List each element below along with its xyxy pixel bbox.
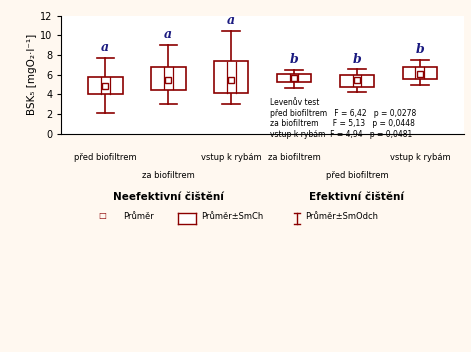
Text: Neefektivní čištění: Neefektivní čištění xyxy=(113,192,224,202)
Bar xyxy=(88,77,122,94)
Text: b: b xyxy=(353,53,361,66)
Text: Průměr±SmOdch: Průměr±SmOdch xyxy=(305,212,378,221)
Text: před biofiltrem: před biofiltrem xyxy=(325,171,388,180)
Text: vstup k rybám: vstup k rybám xyxy=(390,153,450,162)
Bar xyxy=(214,61,248,94)
Text: a: a xyxy=(164,29,172,42)
Text: b: b xyxy=(290,53,299,66)
Bar xyxy=(340,75,374,87)
Bar xyxy=(403,67,437,79)
Text: před biofiltrem: před biofiltrem xyxy=(74,153,137,162)
Text: Průměr±SmCh: Průměr±SmCh xyxy=(201,212,263,221)
Text: za biofiltrem: za biofiltrem xyxy=(142,171,195,180)
Text: Průměr: Průměr xyxy=(123,212,154,221)
Text: za biofiltrem: za biofiltrem xyxy=(268,153,320,162)
Bar xyxy=(277,74,311,82)
Text: □: □ xyxy=(98,211,106,220)
Text: a: a xyxy=(227,14,235,27)
Y-axis label: BSK₅ [mgO₂·l⁻¹]: BSK₅ [mgO₂·l⁻¹] xyxy=(27,34,37,115)
Text: a: a xyxy=(101,41,109,54)
Text: Efektivní čištění: Efektivní čištění xyxy=(309,192,405,202)
Text: vstup k rybám: vstup k rybám xyxy=(201,153,261,162)
Text: Levenův test
před biofiltrem   F = 6,42   p = 0,0278
za biofiltrem      F = 5,13: Levenův test před biofiltrem F = 6,42 p … xyxy=(270,98,416,139)
Text: b: b xyxy=(415,43,424,56)
Bar xyxy=(151,67,186,89)
